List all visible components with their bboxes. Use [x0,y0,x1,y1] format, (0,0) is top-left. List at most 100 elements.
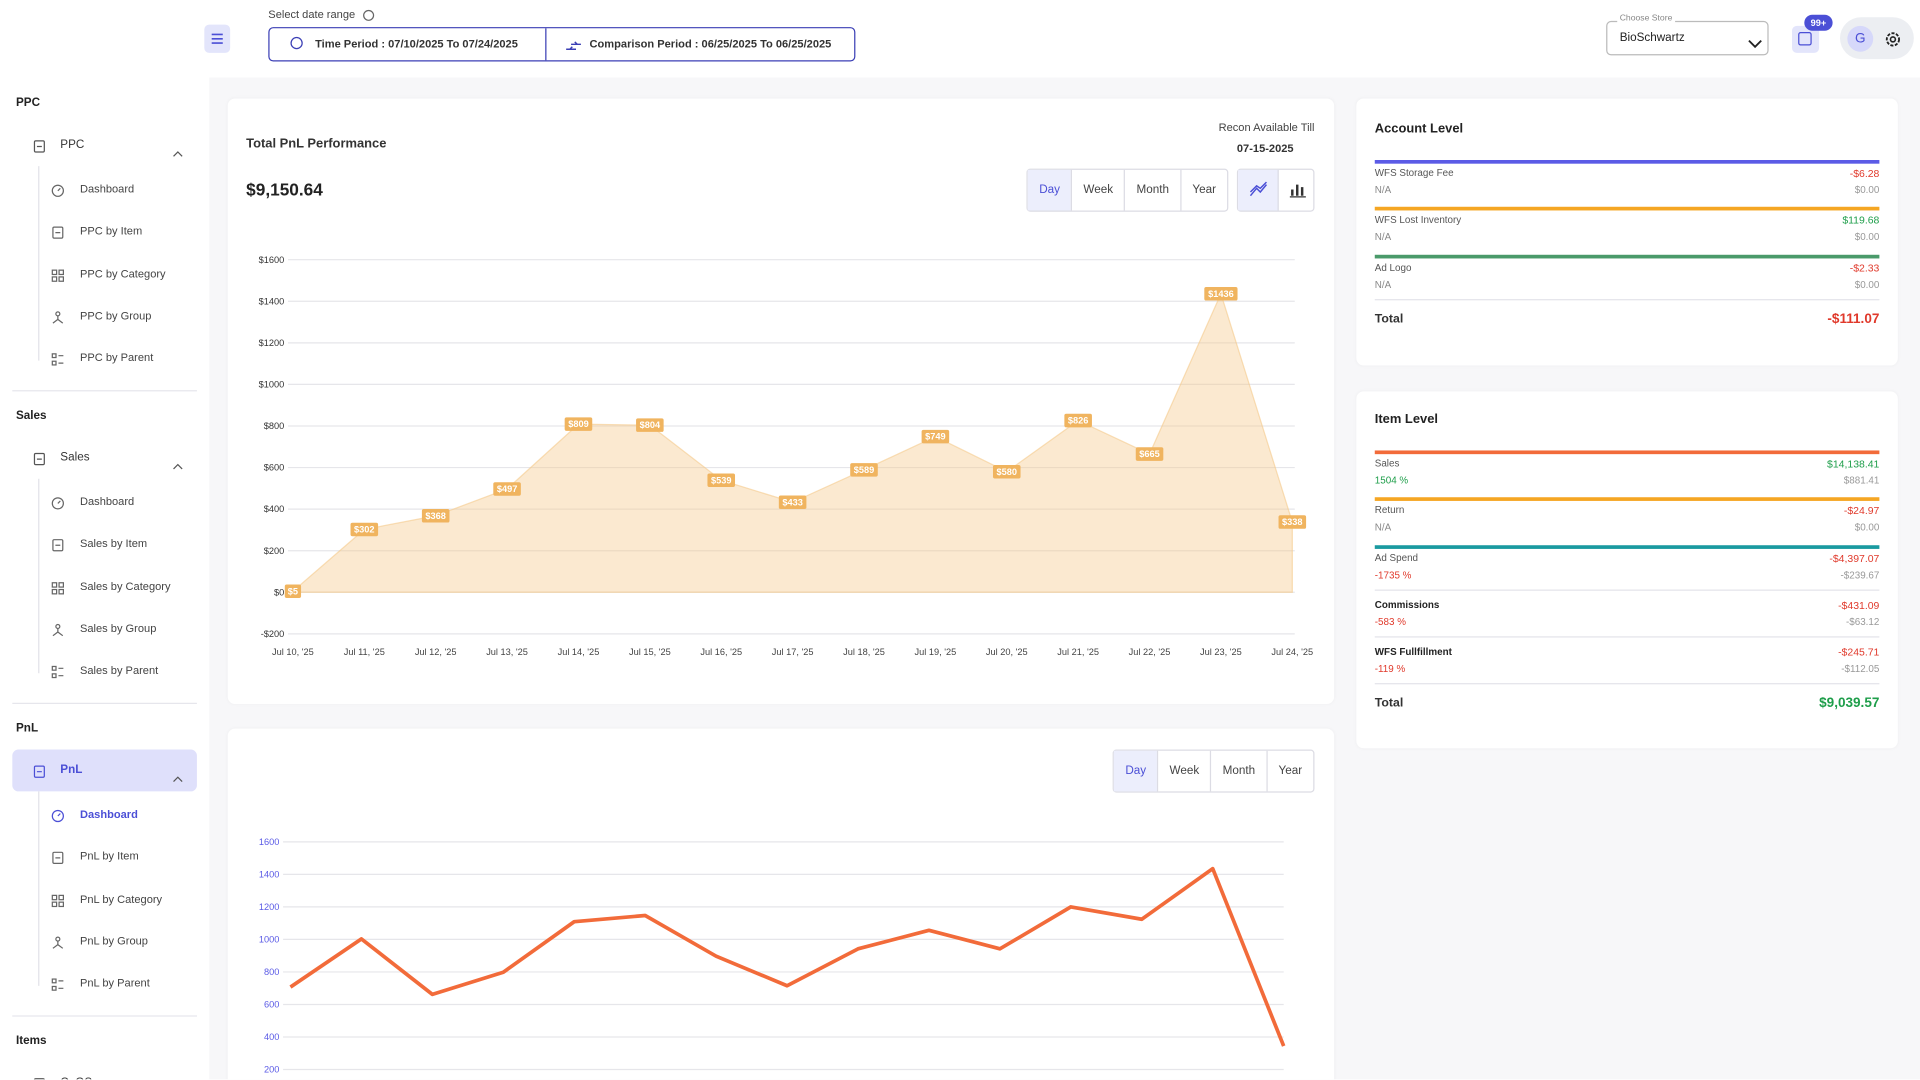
chevron-up [173,776,183,782]
nav-item[interactable]: PnL by Group [79,934,148,947]
period-button[interactable]: Day [1114,750,1158,792]
row-value: -$6.28 [1849,167,1880,180]
nav-icon [32,138,47,160]
row-name: Sales [1374,457,1400,469]
settings-icon[interactable] [1884,31,1901,54]
nav-icon [50,892,65,914]
icon-svg [51,666,64,679]
period-button[interactable]: Week [1071,169,1124,211]
nav-icon [50,267,65,289]
icon-svg [51,978,64,991]
nav-icon [50,934,65,956]
row-divider [1374,636,1880,638]
section-title: PPC [15,96,41,110]
store-select[interactable] [1606,20,1769,56]
row-sub: -119 % [1374,663,1406,675]
period-button[interactable]: Month [1124,169,1180,211]
period-button[interactable]: Week [1157,750,1210,792]
icon-svg [33,452,45,466]
icon-svg [52,623,64,637]
row-sub-value: -$112.05 [1841,663,1880,675]
period-button[interactable]: Year [1266,750,1313,792]
nav-item[interactable]: Dashboard [79,495,135,508]
menu-icon [211,33,223,44]
row-name: Ad Logo [1374,261,1412,273]
section-divider [12,702,197,704]
date-range-box[interactable] [268,27,856,62]
period-button[interactable]: Month [1210,750,1266,792]
nav-item[interactable]: PPC by Item [79,224,143,238]
nav-item[interactable]: Sales by Category [79,579,171,593]
row-value: -$431.09 [1838,598,1880,612]
row-sub: N/A [1374,184,1392,196]
icon-svg [33,765,45,778]
row-sub: N/A [1374,522,1392,534]
swap-icon [565,37,582,59]
row-color-bar [1374,450,1880,455]
line-toggle[interactable] [1238,169,1279,211]
line-icon [1249,181,1268,197]
nav-icon [50,621,65,643]
period-button[interactable]: Day [1028,169,1072,211]
group-chevron [172,454,183,476]
gear [1885,32,1900,47]
section-title: PnL [15,721,39,736]
section-divider [12,389,197,391]
row-value: -$245.71 [1838,646,1880,659]
total-divider [1374,298,1880,300]
icon-svg [52,852,64,865]
row-sub-value: $881.41 [1843,475,1880,487]
date-divider [545,28,547,61]
avatar-initial: G [1855,30,1866,46]
nav-item[interactable]: Sales by Parent [79,664,159,677]
recon-date: 07-15-2025 [1236,142,1294,155]
chart-title: Total PnL Performance [246,136,387,152]
nav-group[interactable]: Sales [60,450,90,465]
chevron-up [173,463,183,470]
nav-item[interactable]: PnL by Parent [79,976,150,990]
nav-icon [50,664,65,686]
nav-item[interactable]: Sales by Item [79,537,148,550]
nav-item[interactable]: Sales by Group [79,622,157,635]
nav-item[interactable]: PPC by Group [79,309,152,322]
item-card [1356,391,1898,749]
nav-item[interactable]: Dashboard [79,182,135,196]
nav-item[interactable]: PnL by Item [79,850,139,863]
nav-item[interactable]: Dashboard [79,807,138,821]
comparison-period: Comparison Period : 06/25/2025 To 06/25/… [589,37,832,50]
nav-icon [32,1076,47,1080]
total-label: Total [1374,312,1404,326]
icon-svg [51,497,64,510]
icon-svg [52,226,64,240]
row-name: Commissions [1374,599,1440,611]
nav-item[interactable]: PPC by Category [79,267,166,280]
nav-item[interactable]: PPC by Parent [79,351,154,364]
nav-group[interactable]: CoGS [60,1077,92,1079]
group-chevron [172,142,183,164]
bar-toggle[interactable] [1279,170,1317,211]
menu-button[interactable] [204,24,231,53]
period-button[interactable]: Year [1180,169,1227,211]
avatar [1847,25,1874,52]
nav-icon [32,450,47,472]
row-name: Ad Spend [1374,552,1419,564]
nav-icon [50,579,65,601]
row-color-bar [1374,497,1880,502]
chevron [1748,39,1762,49]
nav-icon [50,976,65,998]
total-label: Total [1374,696,1404,711]
recon-label: Recon Available Till [1218,121,1315,134]
row-sub: N/A [1374,231,1392,243]
section-divider [12,1014,197,1016]
nav-icon [50,537,65,559]
nav-group[interactable]: PnL [60,763,83,777]
nav-icon [50,495,65,517]
row-sub-value: -$63.12 [1845,616,1880,628]
row-name: WFS Lost Inventory [1374,214,1462,226]
nav-group[interactable]: PPC [60,138,85,152]
row-value: $14,138.41 [1827,457,1880,470]
row-sub: 1504 % [1374,475,1409,487]
time-period: Time Period : 07/10/2025 To 07/24/2025 [315,37,518,50]
nav-item[interactable]: PnL by Category [79,892,163,905]
